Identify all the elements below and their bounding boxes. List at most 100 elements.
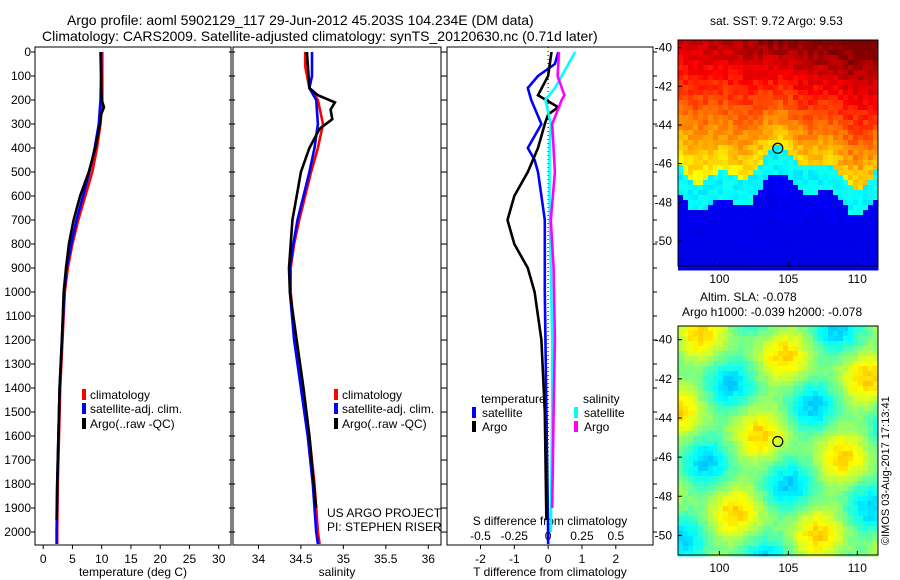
map-cell — [868, 80, 874, 86]
map-cell — [778, 145, 784, 151]
map-cell — [753, 376, 759, 382]
map-cell — [863, 331, 869, 337]
map-cell — [678, 215, 684, 221]
map-cell — [728, 130, 734, 136]
map-cell — [848, 105, 854, 111]
map-cell — [838, 130, 844, 136]
map-cell — [688, 190, 694, 196]
legend-label: climatology — [342, 388, 402, 402]
map-cell — [823, 235, 829, 241]
map-cell — [688, 366, 694, 372]
map-cell — [678, 55, 684, 61]
map-cell — [703, 40, 709, 46]
map-cell — [703, 471, 709, 477]
map-cell — [828, 255, 834, 261]
map-cell — [718, 55, 724, 61]
map-cell — [813, 391, 819, 397]
map-x-tick-label: 110 — [848, 561, 867, 575]
map-cell — [843, 110, 849, 116]
map-cell — [713, 145, 719, 151]
map-cell — [843, 205, 849, 211]
map-cell — [708, 416, 714, 422]
map-cell — [863, 371, 869, 377]
map-cell — [723, 140, 729, 146]
map-cell — [848, 40, 854, 46]
map-cell — [783, 391, 789, 397]
map-cell — [853, 486, 859, 492]
map-cell — [863, 366, 869, 372]
map-cell — [853, 175, 859, 181]
map-cell — [863, 170, 869, 176]
map-cell — [843, 135, 849, 141]
map-cell — [818, 456, 824, 462]
map-cell — [848, 200, 854, 206]
map-cell — [763, 65, 769, 71]
map-cell — [788, 55, 794, 61]
map-cell — [873, 366, 879, 372]
map-cell — [703, 446, 709, 452]
map-cell — [748, 150, 754, 156]
map-cell — [808, 396, 814, 402]
map-cell — [768, 45, 774, 51]
map-cell — [853, 476, 859, 482]
map-cell — [803, 190, 809, 196]
map-cell — [838, 265, 844, 271]
map-cell — [758, 255, 764, 261]
map-cell — [713, 506, 719, 512]
map-cell — [718, 145, 724, 151]
map-cell — [728, 466, 734, 472]
map-cell — [708, 506, 714, 512]
map-cell — [753, 511, 759, 517]
map-cell — [818, 40, 824, 46]
map-cell — [688, 50, 694, 56]
map-cell — [838, 145, 844, 151]
map-cell — [723, 436, 729, 442]
map-cell — [718, 150, 724, 156]
map-cell — [838, 95, 844, 101]
map-cell — [863, 60, 869, 66]
map-cell — [773, 210, 779, 216]
map-cell — [728, 240, 734, 246]
map-cell — [758, 511, 764, 517]
map-cell — [683, 366, 689, 372]
map-cell — [833, 441, 839, 447]
map-cell — [713, 200, 719, 206]
map-cell — [718, 401, 724, 407]
map-cell — [863, 426, 869, 432]
map-cell — [693, 75, 699, 81]
map-cell — [858, 230, 864, 236]
map-cell — [808, 120, 814, 126]
map-cell — [698, 546, 704, 552]
map-cell — [828, 205, 834, 211]
map-cell — [688, 471, 694, 477]
map-cell — [748, 190, 754, 196]
map-cell — [783, 481, 789, 487]
map-cell — [848, 541, 854, 547]
map-cell — [693, 115, 699, 121]
map-cell — [773, 451, 779, 457]
map-cell — [853, 431, 859, 437]
map-cell — [683, 115, 689, 121]
map-cell — [823, 491, 829, 497]
map-cell — [858, 80, 864, 86]
map-cell — [848, 371, 854, 377]
map-cell — [808, 70, 814, 76]
map-cell — [718, 155, 724, 161]
map-cell — [683, 341, 689, 347]
map-y-tick-label: -46 — [655, 157, 673, 171]
map-cell — [833, 411, 839, 417]
map-cell — [733, 501, 739, 507]
map-cell — [868, 451, 874, 457]
map-cell — [788, 376, 794, 382]
map-cell — [748, 235, 754, 241]
map-cell — [788, 50, 794, 56]
map-cell — [723, 110, 729, 116]
map-cell — [738, 265, 744, 271]
map-cell — [853, 70, 859, 76]
map-cell — [683, 351, 689, 357]
map-cell — [768, 205, 774, 211]
map-cell — [678, 205, 684, 211]
map-cell — [773, 215, 779, 221]
map-cell — [738, 50, 744, 56]
map-cell — [848, 140, 854, 146]
